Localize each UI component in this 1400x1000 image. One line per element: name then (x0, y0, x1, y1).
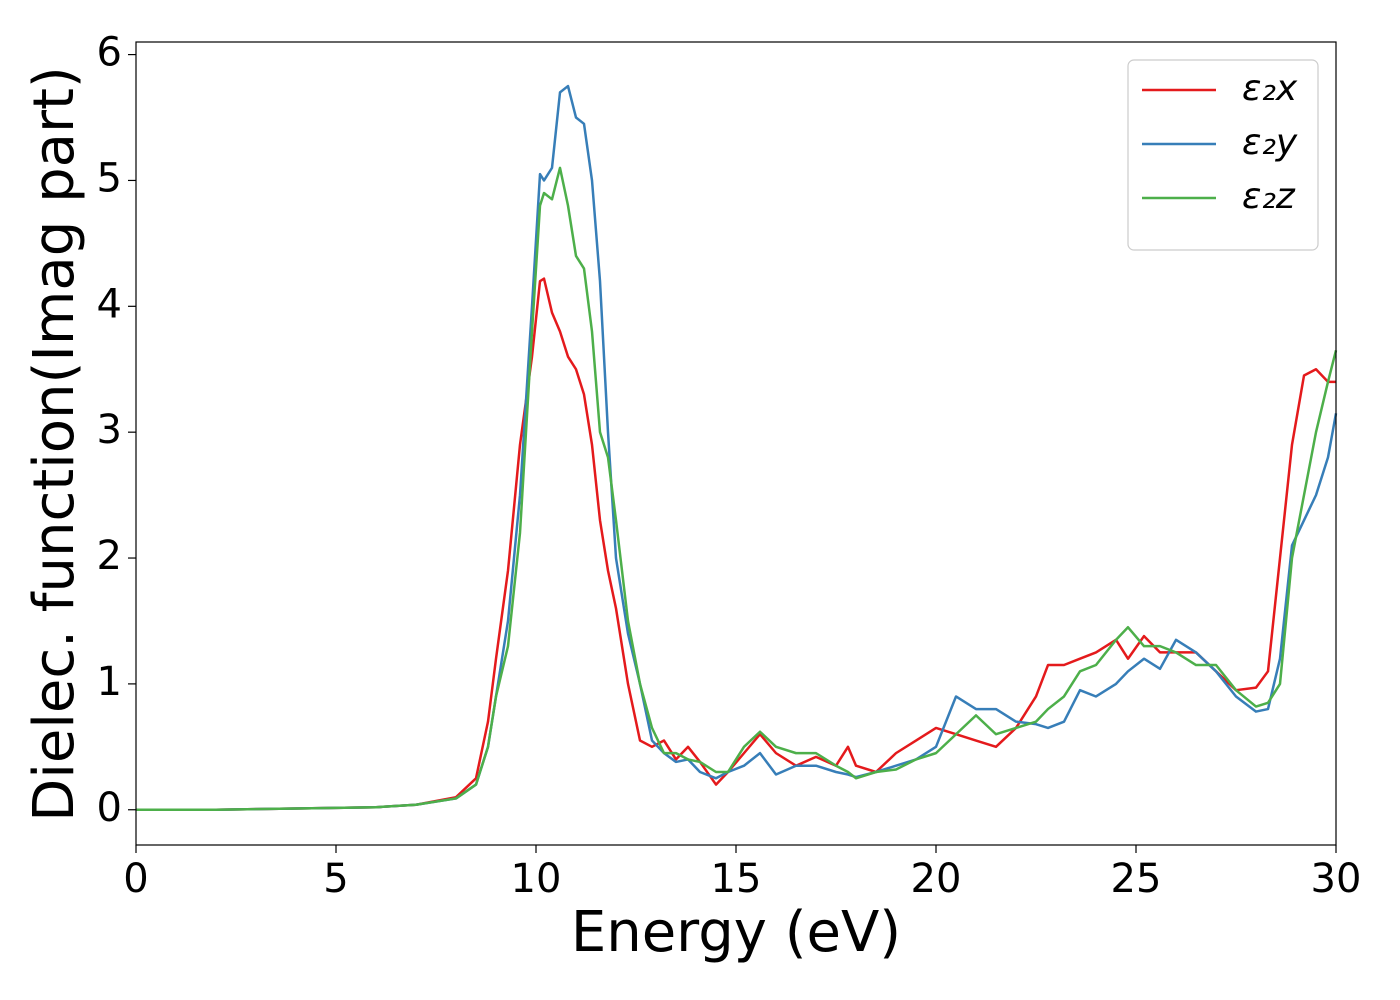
x-tick-label: 25 (1111, 856, 1162, 902)
legend-box (1127, 59, 1319, 251)
y-axis-label: Dielec. function(Imag part) (22, 66, 87, 822)
line (136, 166, 1338, 812)
y-tick-label: 5 (97, 155, 122, 201)
x-tick-label: 20 (911, 856, 962, 902)
x-tick-label: 30 (1311, 856, 1362, 902)
y-tick-label: 3 (97, 407, 122, 453)
x-axis-label: Energy (eV) (571, 900, 901, 965)
x-tick-label: 0 (123, 856, 148, 902)
x-tick-label: 5 (323, 856, 348, 902)
y-tick-label: 2 (97, 533, 122, 579)
y-tick-label: 4 (97, 281, 122, 327)
y-tick-label: 6 (97, 30, 122, 76)
y-tick-label: 0 (97, 785, 122, 831)
legend-label: ε₂y (1242, 122, 1298, 163)
line (136, 277, 1336, 812)
x-tick-label: 10 (511, 856, 562, 902)
legend-label: ε₂z (1242, 176, 1296, 217)
x-tick-label: 15 (711, 856, 762, 902)
plot-frame (135, 41, 1337, 846)
y-tick-label: 1 (97, 659, 122, 705)
legend-label: ε₂x (1242, 68, 1298, 109)
